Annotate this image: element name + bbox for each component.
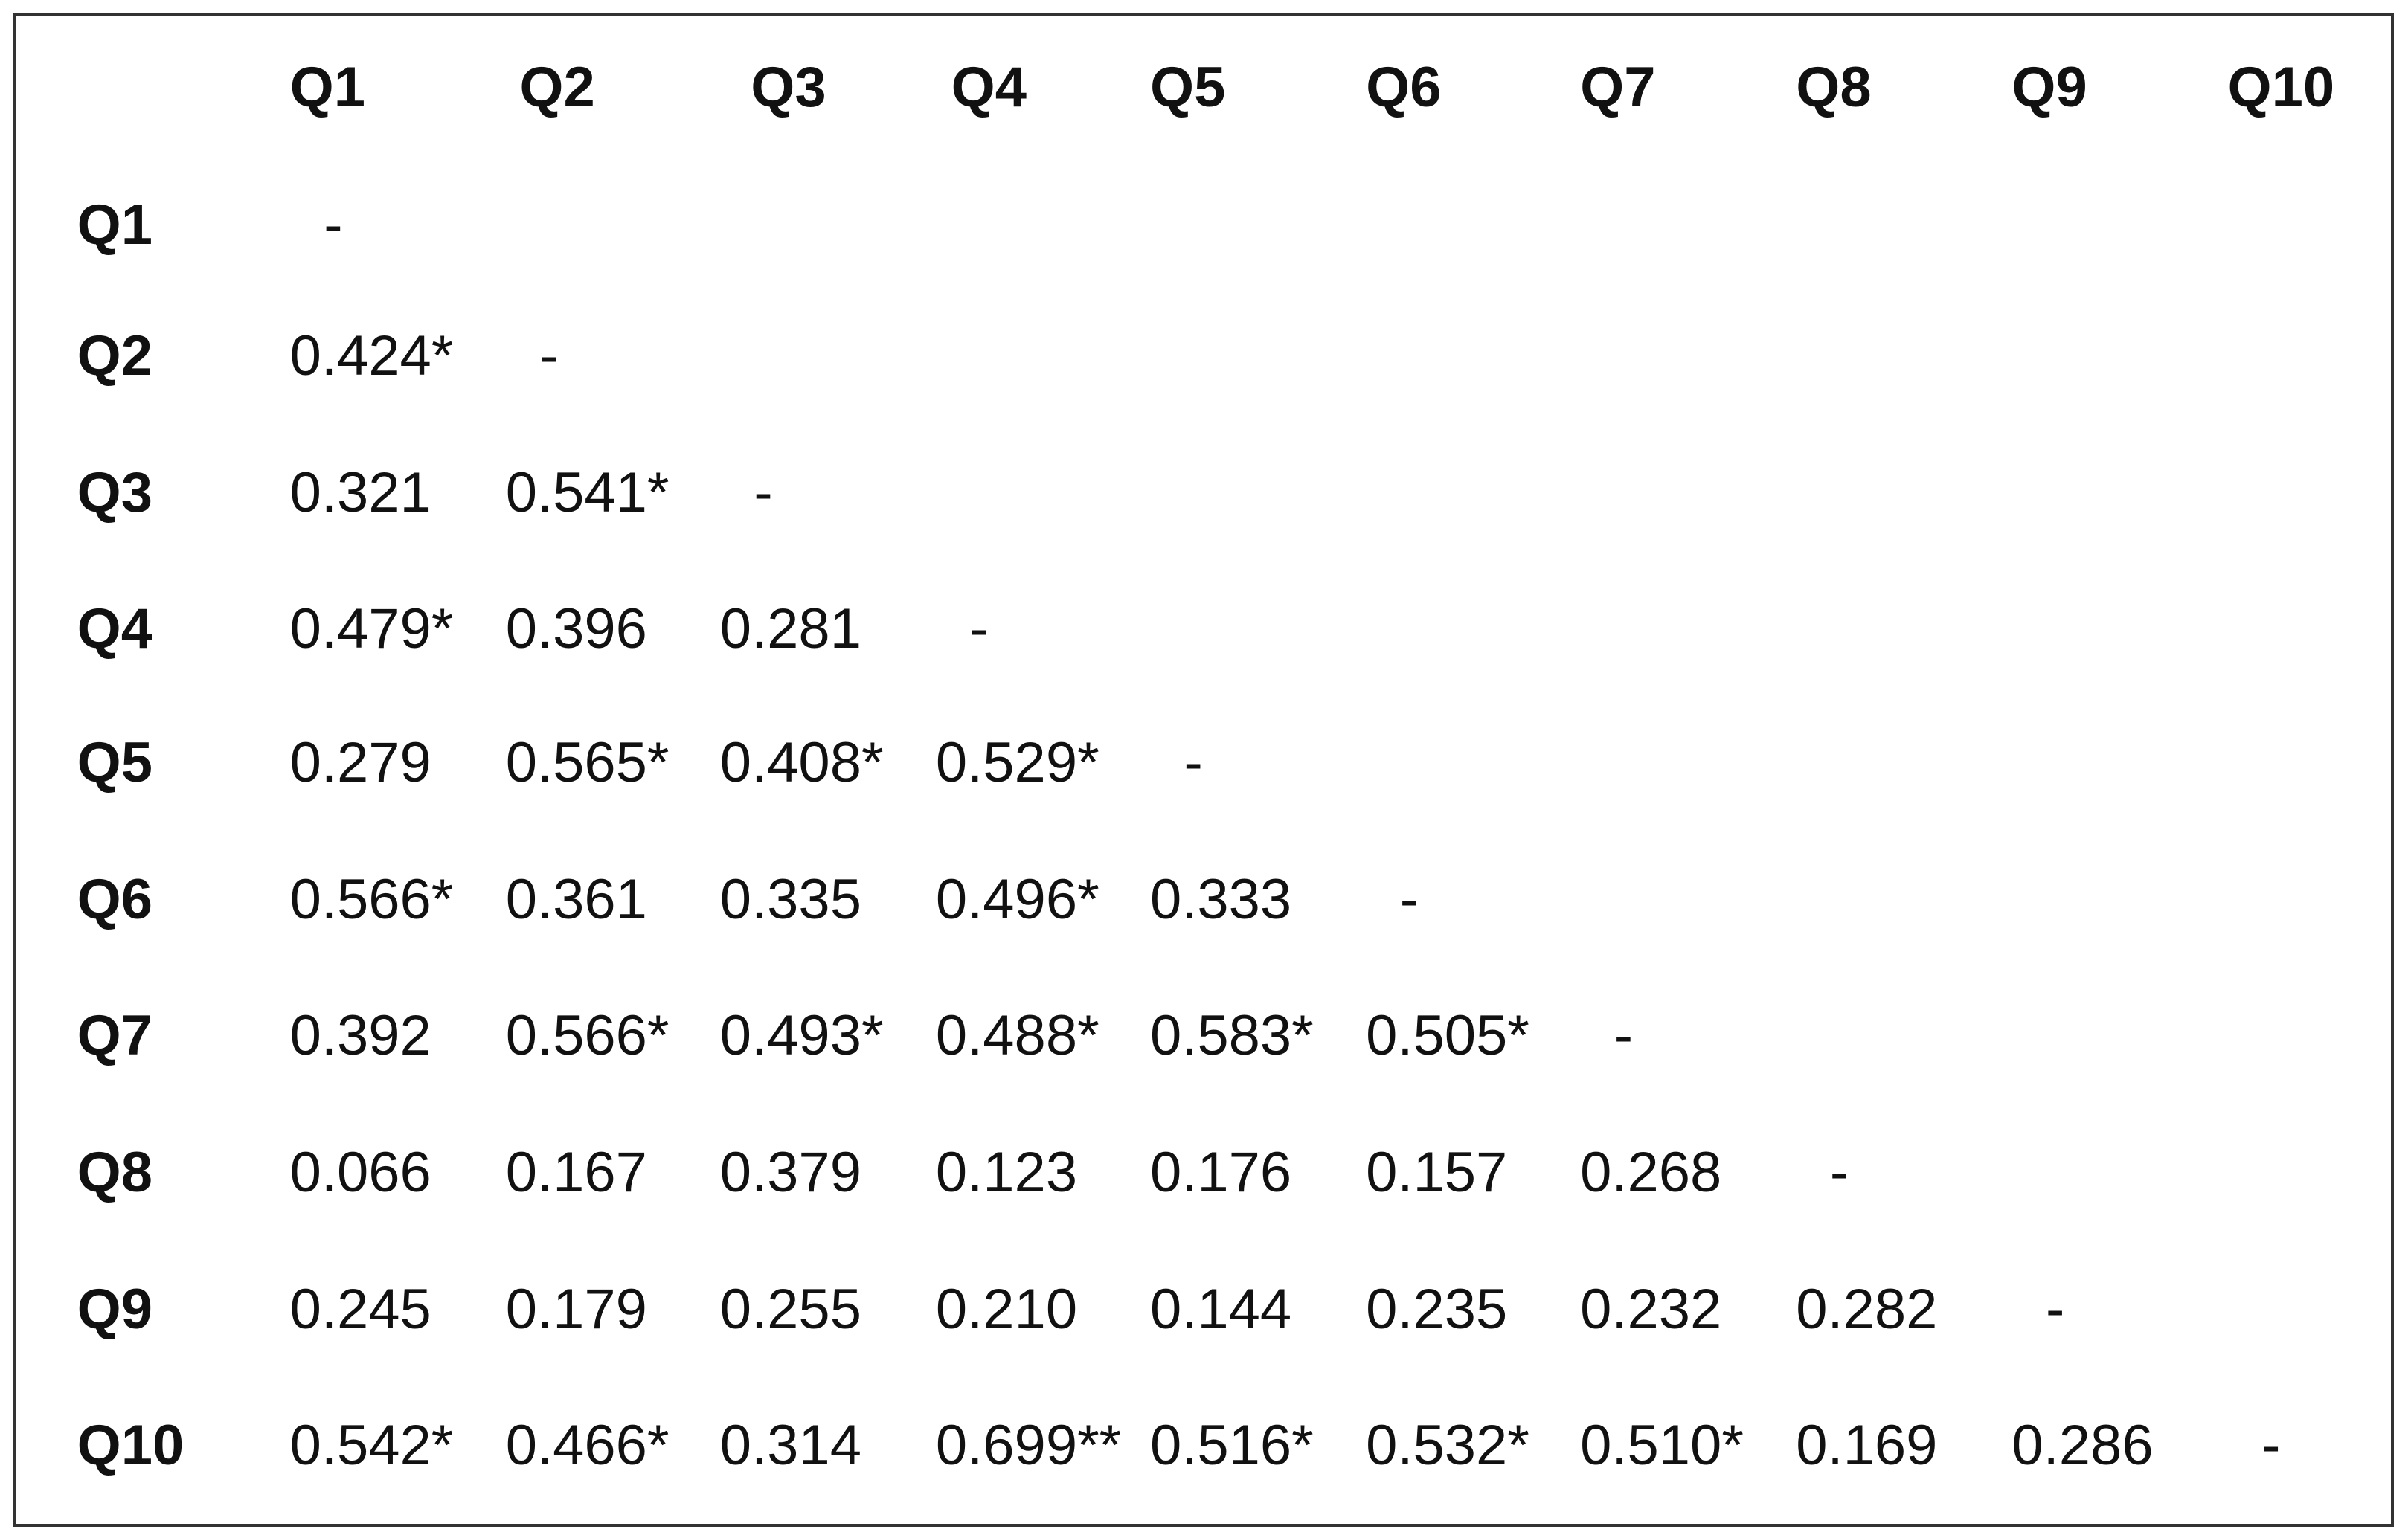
correlation-value: 0.255 — [719, 1278, 861, 1342]
column-header: Q8 — [1796, 56, 1872, 120]
column-header: Q10 — [2227, 56, 2335, 120]
column-header: Q9 — [2012, 56, 2087, 120]
correlation-value: 0.505* — [1366, 1003, 1529, 1067]
correlation-value: 0.532* — [1366, 1413, 1529, 1477]
column-header: Q4 — [951, 56, 1027, 120]
correlation-value: 0.361 — [505, 868, 647, 932]
correlation-value: 0.516* — [1149, 1413, 1314, 1477]
correlation-value: 0.699** — [935, 1413, 1122, 1477]
correlation-value: 0.396 — [505, 596, 647, 660]
correlation-value: 0.169 — [1796, 1413, 1938, 1477]
row-header: Q6 — [77, 868, 152, 932]
table-frame — [13, 13, 2394, 1527]
row-header: Q5 — [77, 730, 152, 794]
correlation-value: 0.488* — [935, 1003, 1099, 1067]
correlation-value: 0.510* — [1580, 1413, 1744, 1477]
row-header: Q3 — [77, 461, 152, 525]
row-header: Q9 — [77, 1278, 152, 1342]
diagonal-dash: - — [1399, 868, 1419, 932]
column-header: Q6 — [1366, 56, 1442, 120]
correlation-value: 0.232 — [1580, 1278, 1722, 1342]
diagonal-dash: - — [1829, 1141, 1849, 1205]
correlation-value: 0.268 — [1580, 1141, 1722, 1205]
correlation-value: 0.566* — [505, 1003, 670, 1067]
correlation-value: 0.424* — [289, 324, 454, 387]
correlation-value: 0.176 — [1149, 1141, 1292, 1205]
row-header: Q8 — [77, 1141, 152, 1205]
diagonal-dash: - — [2045, 1278, 2065, 1342]
row-header: Q2 — [77, 324, 152, 387]
diagonal-dash: - — [1614, 1003, 1634, 1067]
correlation-value: 0.314 — [719, 1413, 861, 1477]
correlation-value: 0.179 — [505, 1278, 647, 1342]
row-header: Q7 — [77, 1003, 152, 1067]
diagonal-dash: - — [2261, 1413, 2281, 1477]
correlation-value: 0.144 — [1149, 1278, 1292, 1342]
correlation-value: 0.333 — [1149, 868, 1292, 932]
correlation-value: 0.479* — [289, 596, 454, 660]
correlation-value: 0.245 — [289, 1278, 431, 1342]
row-header: Q10 — [77, 1413, 184, 1477]
correlation-value: 0.321 — [289, 461, 431, 525]
correlation-value: 0.566* — [289, 868, 454, 932]
diagonal-dash: - — [1184, 730, 1203, 794]
row-header: Q1 — [77, 193, 152, 257]
correlation-value: 0.167 — [505, 1141, 647, 1205]
correlation-value: 0.565* — [505, 730, 670, 794]
correlation-value: 0.279 — [289, 730, 431, 794]
column-header: Q3 — [751, 56, 826, 120]
correlation-value: 0.281 — [719, 596, 861, 660]
column-header: Q7 — [1580, 56, 1656, 120]
correlation-value: 0.583* — [1149, 1003, 1314, 1067]
correlation-value: 0.335 — [719, 868, 861, 932]
diagonal-dash: - — [324, 193, 343, 257]
correlation-value: 0.379 — [719, 1141, 861, 1205]
correlation-value: 0.466* — [505, 1413, 670, 1477]
column-header: Q2 — [519, 56, 595, 120]
column-header: Q1 — [289, 56, 365, 120]
correlation-value: 0.286 — [2012, 1413, 2154, 1477]
correlation-value: 0.282 — [1796, 1278, 1938, 1342]
column-header: Q5 — [1149, 56, 1226, 120]
correlation-value: 0.496* — [935, 868, 1099, 932]
correlation-value: 0.210 — [935, 1278, 1078, 1342]
correlation-value: 0.157 — [1366, 1141, 1508, 1205]
correlation-value: 0.529* — [935, 730, 1099, 794]
correlation-value: 0.542* — [289, 1413, 454, 1477]
diagonal-dash: - — [539, 324, 559, 387]
correlation-value: 0.123 — [935, 1141, 1078, 1205]
row-header: Q4 — [77, 596, 152, 660]
correlation-value: 0.066 — [289, 1141, 431, 1205]
diagonal-dash: - — [969, 596, 989, 660]
correlation-value: 0.493* — [719, 1003, 884, 1067]
correlation-value: 0.235 — [1366, 1278, 1508, 1342]
correlation-value: 0.541* — [505, 461, 670, 525]
correlation-value: 0.392 — [289, 1003, 431, 1067]
diagonal-dash: - — [754, 461, 773, 525]
correlation-value: 0.408* — [719, 730, 884, 794]
